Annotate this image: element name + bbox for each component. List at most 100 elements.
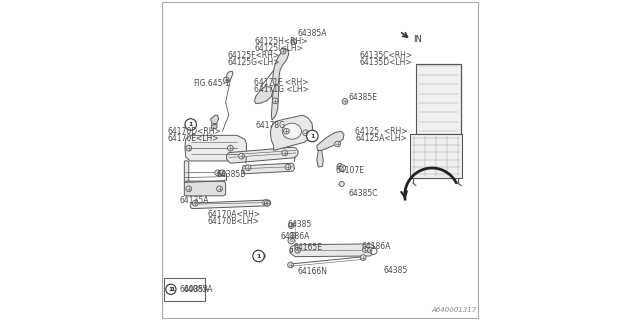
Ellipse shape — [282, 123, 301, 139]
Circle shape — [288, 262, 293, 268]
Circle shape — [186, 186, 192, 192]
Text: IN: IN — [413, 35, 422, 44]
Circle shape — [303, 130, 308, 136]
Text: A640001317: A640001317 — [431, 307, 476, 313]
Circle shape — [256, 255, 262, 260]
Circle shape — [220, 170, 225, 176]
Polygon shape — [270, 115, 313, 150]
Polygon shape — [184, 181, 226, 196]
Circle shape — [263, 200, 269, 205]
Text: 64165E: 64165E — [294, 243, 323, 252]
Bar — [416, 64, 461, 134]
Text: 64166N: 64166N — [298, 267, 328, 276]
Polygon shape — [227, 147, 298, 163]
Circle shape — [360, 255, 366, 260]
Circle shape — [223, 77, 229, 83]
Circle shape — [337, 164, 343, 169]
Text: 64125G<LH>: 64125G<LH> — [227, 58, 280, 67]
Polygon shape — [317, 131, 344, 150]
Circle shape — [167, 284, 179, 295]
Text: 1: 1 — [257, 253, 260, 259]
Text: 64125F<RH>: 64125F<RH> — [227, 51, 279, 60]
Text: 64186A: 64186A — [281, 232, 310, 241]
Circle shape — [186, 145, 192, 151]
Text: 64170B<LH>: 64170B<LH> — [207, 217, 259, 226]
Text: 64125I<LH>: 64125I<LH> — [254, 44, 303, 53]
Text: 64125  <RH>: 64125 <RH> — [355, 127, 408, 136]
Text: 64085A: 64085A — [180, 285, 209, 294]
Text: 64171G <LH>: 64171G <LH> — [254, 85, 309, 94]
Text: 64171F <RH>: 64171F <RH> — [254, 78, 309, 87]
Polygon shape — [273, 49, 289, 86]
Circle shape — [290, 239, 292, 242]
Circle shape — [185, 119, 196, 130]
Circle shape — [264, 200, 270, 206]
Text: 64125A<LH>: 64125A<LH> — [355, 134, 407, 143]
Circle shape — [215, 170, 220, 176]
Circle shape — [307, 130, 318, 142]
Circle shape — [280, 48, 286, 54]
Text: 64085A: 64085A — [183, 285, 212, 294]
Circle shape — [295, 247, 301, 253]
Text: 64170E<LH>: 64170E<LH> — [167, 134, 218, 143]
Circle shape — [228, 145, 234, 151]
Polygon shape — [211, 115, 219, 124]
Circle shape — [192, 200, 198, 206]
Circle shape — [288, 237, 294, 244]
Text: 64135C<RH>: 64135C<RH> — [359, 51, 412, 60]
Polygon shape — [271, 85, 279, 120]
Polygon shape — [191, 200, 270, 209]
Text: 64178G: 64178G — [255, 121, 285, 130]
Circle shape — [290, 232, 296, 238]
Polygon shape — [211, 124, 217, 129]
Circle shape — [216, 186, 223, 192]
Text: 64135A: 64135A — [180, 196, 209, 204]
Circle shape — [245, 165, 251, 171]
Text: 1: 1 — [171, 287, 175, 292]
Circle shape — [253, 250, 264, 262]
Text: 64385E: 64385E — [348, 93, 377, 102]
Text: 64186A: 64186A — [362, 242, 391, 251]
Bar — [410, 134, 462, 178]
Circle shape — [362, 247, 369, 252]
Text: 64170D<RH>: 64170D<RH> — [167, 127, 221, 136]
Circle shape — [260, 253, 265, 259]
Circle shape — [166, 284, 176, 294]
Polygon shape — [226, 71, 233, 82]
Circle shape — [367, 247, 374, 253]
Polygon shape — [290, 248, 292, 252]
Text: 64385B: 64385B — [217, 170, 246, 179]
Text: 1: 1 — [310, 133, 314, 139]
Circle shape — [288, 223, 294, 228]
Bar — [164, 278, 205, 301]
Polygon shape — [184, 161, 189, 184]
Text: 64135D<LH>: 64135D<LH> — [359, 58, 412, 67]
Text: FIG.645-1: FIG.645-1 — [193, 79, 230, 88]
Polygon shape — [254, 86, 273, 104]
Circle shape — [284, 128, 289, 134]
Circle shape — [239, 153, 244, 159]
Text: 64125H<RH>: 64125H<RH> — [254, 37, 308, 46]
Text: 1: 1 — [189, 122, 193, 127]
Text: 64385C: 64385C — [349, 189, 378, 198]
Circle shape — [273, 98, 278, 104]
Text: 64385: 64385 — [384, 266, 408, 275]
Circle shape — [339, 165, 346, 171]
Text: 64385A: 64385A — [298, 29, 327, 38]
Polygon shape — [290, 244, 375, 257]
Circle shape — [371, 248, 377, 254]
Text: 1: 1 — [169, 287, 173, 292]
Circle shape — [256, 253, 262, 259]
Circle shape — [335, 141, 340, 147]
Circle shape — [342, 99, 348, 104]
Circle shape — [285, 164, 291, 170]
Polygon shape — [243, 163, 294, 174]
Circle shape — [282, 150, 288, 156]
Text: 64170A<RH>: 64170A<RH> — [207, 210, 260, 219]
Polygon shape — [185, 135, 246, 161]
Text: 64107E: 64107E — [335, 166, 364, 175]
Circle shape — [291, 39, 297, 44]
Text: 64385: 64385 — [288, 220, 312, 229]
Polygon shape — [317, 150, 323, 167]
Circle shape — [339, 181, 344, 187]
